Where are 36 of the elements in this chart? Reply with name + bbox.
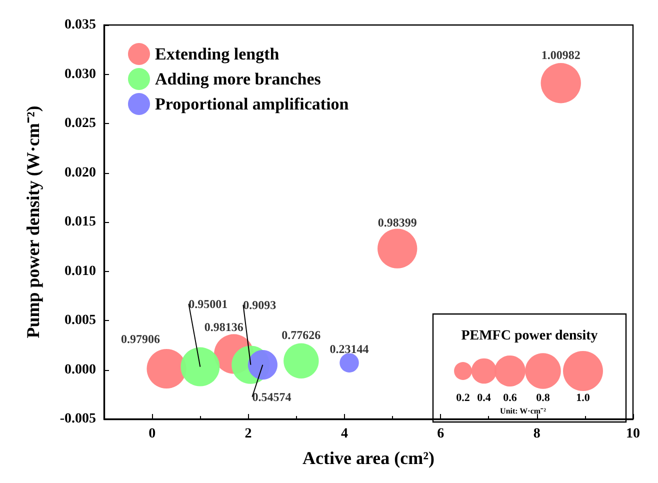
legend-label: 0.8: [536, 392, 550, 404]
annotation: 0.98399: [378, 216, 417, 230]
x-tick-label: 8: [533, 426, 540, 442]
legend-label: Adding more branches: [155, 70, 322, 88]
legend-label: Extending length: [155, 44, 280, 64]
annotation: 0.54574: [252, 390, 292, 404]
x-tick-label: 4: [340, 426, 348, 442]
annotation: 0.98136: [204, 320, 244, 334]
y-tick-label: 0.000: [64, 362, 96, 378]
legend-label: Proportional amplification: [155, 94, 350, 114]
annotation: 0.77626: [282, 328, 321, 342]
x-tick-label: 2: [244, 426, 252, 442]
y-tick-label: 0.015: [64, 214, 96, 230]
x-axis-title: Active area (cm²): [302, 448, 434, 468]
legend-label: 1.0: [576, 392, 590, 404]
annotation: 0.97906: [121, 332, 160, 346]
y-tick-label: -0.005: [60, 412, 96, 426]
y-axis-title: Pump power density (W·cm⁻²): [23, 106, 43, 338]
legend-label: 0.6: [503, 392, 518, 404]
legend-label: 0.4: [477, 392, 492, 404]
y-tick-label: 0.025: [64, 116, 96, 131]
y-tick-label: 0.005: [64, 313, 96, 328]
y-tick-label: 0.010: [64, 264, 96, 279]
y-tick-label: 0.035: [64, 18, 96, 32]
legend-label: 0.2: [456, 392, 470, 404]
annotation: 0.23144: [330, 342, 369, 356]
x-tick-label: 0: [148, 426, 156, 442]
annotation: 0.95001: [188, 296, 228, 311]
annotation: 1.00982: [541, 48, 580, 62]
annotation: 0.9093: [243, 298, 276, 312]
annotation: Unit: W·cm⁻²: [500, 406, 547, 416]
x-tick-label: 6: [437, 426, 444, 442]
x-tick-label: 10: [626, 426, 640, 442]
y-tick-label: 0.020: [64, 165, 96, 180]
legend-title: PEMFC power density: [461, 328, 598, 344]
y-tick-label: 0.030: [64, 66, 96, 82]
